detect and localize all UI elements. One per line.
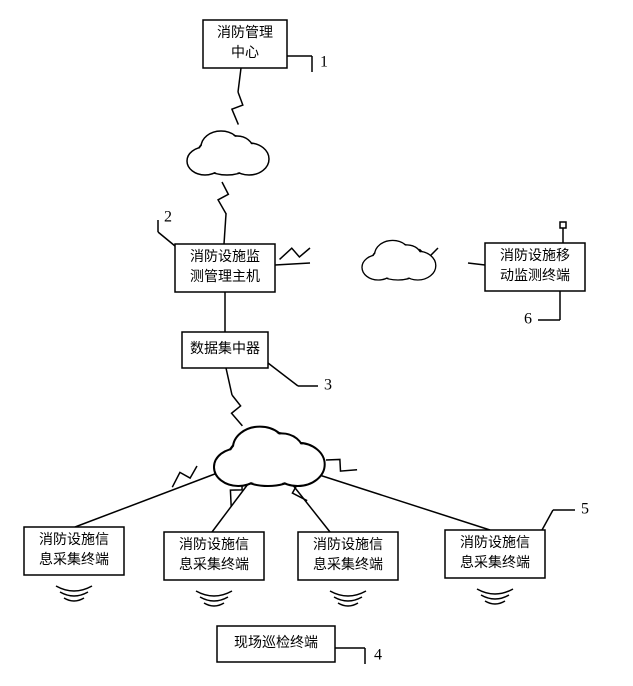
node-mobile-l2: 动监测终端	[500, 268, 570, 284]
link-concentrator-cloud-bottom	[226, 368, 243, 427]
node-center-box: 消防管理 中心	[203, 20, 287, 68]
callout-4: 4	[335, 647, 382, 664]
node-patrol-box: 现场巡检终端	[217, 626, 335, 662]
node-collector4-l2: 息采集终端	[460, 554, 530, 571]
node-concentrator-box: 数据集中器	[182, 332, 268, 368]
link-center-cloud	[229, 68, 244, 125]
link-cloud-collector4	[310, 454, 490, 530]
node-collector2-box: 消防设施信 息采集终端	[164, 532, 264, 580]
rfid-icon-3	[330, 591, 366, 606]
cloud-top	[187, 131, 269, 175]
callout-2-label: 2	[164, 209, 172, 226]
node-host-l2: 测管理主机	[190, 269, 260, 285]
cloud-right	[362, 240, 436, 280]
rfid-icon-4	[477, 589, 513, 604]
node-mobile-box: 消防设施移 动监测终端	[485, 243, 585, 291]
callout-2: 2	[158, 209, 175, 246]
callout-6-label: 6	[524, 311, 532, 328]
rfid-icon-1	[56, 586, 92, 601]
node-collector1-l1: 消防设施信	[39, 532, 109, 548]
node-collector3-box: 消防设施信 息采集终端	[298, 532, 398, 580]
node-collector4-box: 消防设施信 息采集终端	[445, 530, 545, 578]
callout-5-label: 5	[581, 501, 589, 518]
node-collector3-l2: 息采集终端	[313, 556, 383, 573]
antenna-icon	[560, 222, 566, 243]
node-patrol-l1: 现场巡检终端	[234, 635, 318, 651]
node-collector1-l2: 息采集终端	[39, 551, 109, 568]
callout-3: 3	[268, 363, 332, 394]
node-collector1-box: 消防设施信 息采集终端	[24, 527, 124, 575]
node-collector3-l1: 消防设施信	[313, 537, 383, 553]
callout-5: 5	[542, 501, 589, 530]
callout-3-label: 3	[324, 377, 332, 394]
node-center-l2: 中心	[231, 45, 259, 61]
node-concentrator-l1: 数据集中器	[190, 340, 260, 357]
link-host-cloud-right	[275, 245, 311, 265]
callout-6: 6	[524, 291, 560, 328]
node-collector2-l2: 息采集终端	[179, 556, 249, 573]
link-cloud-host	[217, 182, 229, 244]
link-cloud-collector1	[75, 463, 220, 527]
rfid-icon-2	[196, 591, 232, 606]
node-host-box: 消防设施监 测管理主机	[175, 244, 275, 292]
node-collector2-l1: 消防设施信	[179, 537, 249, 553]
cloud-bottom	[214, 427, 325, 486]
node-mobile-l1: 消防设施移	[500, 248, 570, 264]
callout-4-label: 4	[374, 647, 382, 664]
node-center-l1: 消防管理	[217, 25, 273, 41]
node-host-l1: 消防设施监	[190, 249, 260, 265]
node-collector4-l1: 消防设施信	[460, 535, 530, 551]
callout-1-label: 1	[320, 54, 328, 71]
callout-1: 1	[287, 54, 328, 72]
